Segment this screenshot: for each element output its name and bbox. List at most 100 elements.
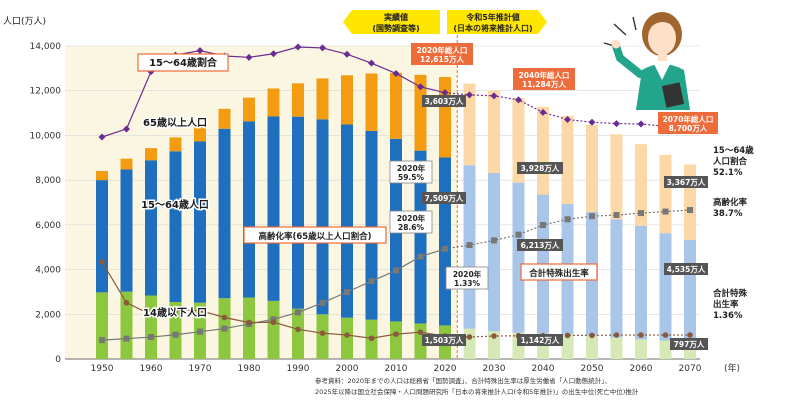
- bar-age65: [120, 158, 133, 170]
- aging-rate-point: [368, 278, 375, 285]
- bar-age65: [145, 148, 157, 161]
- fertility-point: [589, 332, 595, 339]
- ratio-15-64-point: [319, 44, 326, 52]
- bar-age65: [463, 83, 476, 166]
- value-labels: 3,603万人 7,509万人 1,503万人 3,928万人 6,213万人 …: [422, 95, 708, 350]
- bar-age15-64: [659, 233, 672, 341]
- y-tick-label: 10,000: [30, 131, 62, 141]
- bar-age15-64: [96, 180, 108, 293]
- aging-rate-point: [319, 299, 326, 306]
- aging-rate-point: [197, 328, 203, 335]
- x-tick-label: 2020: [434, 364, 457, 374]
- aging-rate-point: [613, 212, 620, 219]
- side-aging-line2: 38.7%: [713, 209, 743, 219]
- fertility-point: [197, 307, 203, 314]
- fertility-2020-line2: 1.33%: [454, 279, 481, 288]
- ratio-15-64-point: [564, 116, 571, 124]
- total-2020-line1: 2020年総人口: [417, 45, 468, 55]
- x-tick-label: 2030: [483, 364, 506, 374]
- ratio-15-64-point: [539, 108, 547, 116]
- source-line2: 2025年以降は国立社会保障・人口問題研究所「日本の将来推計人口(令和5年推計)…: [315, 387, 639, 396]
- bar-age15-64: [243, 121, 255, 298]
- side-aging-line1: 高齢化率: [713, 197, 748, 208]
- ratio-15-64-point: [368, 59, 375, 67]
- bar-age15-64: [488, 172, 500, 332]
- x-tick-label: 1990: [287, 364, 310, 374]
- aging-rate-point: [99, 337, 105, 344]
- bar-age15-64: [194, 141, 206, 303]
- bar-age15-64: [169, 151, 182, 302]
- fertility-2020-callout: 2020年 1.33%: [445, 266, 489, 290]
- ratio-15-64-point: [392, 69, 400, 77]
- ratio-15-64-point: [270, 50, 277, 58]
- value-2070-age0-14: 797万人: [674, 340, 705, 349]
- fertility-point: [687, 332, 693, 338]
- aging-rate-point: [221, 325, 228, 332]
- ratio-15-64-point: [613, 120, 620, 128]
- total-2040-line2: 11,284万人: [522, 80, 566, 89]
- bar-age15-64: [316, 119, 329, 315]
- side-ratio-line3: 52.1%: [713, 168, 743, 178]
- x-tick-label: 1950: [91, 364, 114, 374]
- side-fert-line3: 1.36%: [713, 311, 743, 321]
- ratio-15-64-line-projection: [444, 92, 691, 127]
- bar-age0-14: [316, 314, 329, 359]
- bar-age0-14: [341, 317, 353, 359]
- x-tick-label: 2070: [679, 364, 702, 374]
- bar-age65: [488, 90, 500, 173]
- y-tick-label: 4,000: [35, 266, 61, 276]
- fertility-point: [221, 314, 228, 321]
- bar-age0-14: [586, 335, 598, 359]
- aging-rate-point: [123, 335, 130, 342]
- x-tick-label: 2010: [385, 364, 408, 374]
- x-tick-label: 2060: [630, 364, 653, 374]
- aging-rate-point: [540, 222, 546, 229]
- y-tick-label: 2,000: [35, 310, 61, 320]
- actual-banner-line2: (国勢調査等): [372, 23, 419, 33]
- aging-rate-point: [148, 334, 154, 341]
- bar-age65: [169, 137, 182, 152]
- total-2070-callout: 2070年総人口 8,700万人: [658, 112, 718, 134]
- aging-2020-callout: 2020年 28.6%: [389, 210, 433, 234]
- bar-age15-64: [267, 116, 280, 301]
- bar-age0-14: [169, 301, 182, 359]
- bar-age65: [414, 74, 427, 151]
- bar-age65: [96, 170, 108, 181]
- fertility-point: [662, 332, 669, 338]
- value-2020-age15-64: 7,509万人: [425, 194, 464, 203]
- aging-rate-point: [687, 207, 693, 214]
- value-2020-age0-14: 1,503万人: [425, 336, 464, 345]
- ratio-2020-line2: 59.5%: [398, 173, 425, 182]
- x-tick-label: 2040: [532, 364, 555, 374]
- bar-age65: [659, 154, 672, 234]
- bar-age65: [267, 88, 280, 117]
- bar-age65: [610, 134, 623, 220]
- y-tick-label: 12,000: [30, 87, 62, 97]
- presenter-illustration: [603, 12, 690, 110]
- side-ratio-line1: 15〜64歳: [713, 145, 754, 156]
- ratio-2020-line1: 2020年: [397, 163, 426, 173]
- total-2020-callout: 2020年総人口 12,615万人: [411, 43, 473, 65]
- projection-banner-line1: 令和5年推計値: [465, 12, 520, 22]
- fertility-legend-callout: 合計特殊出生率: [520, 263, 598, 281]
- aging-rate-point: [344, 289, 350, 296]
- line-series: [98, 43, 694, 344]
- bar-age65: [341, 75, 353, 125]
- ratio-2020-callout: 2020年 59.5%: [389, 160, 433, 184]
- bar-age65: [243, 97, 255, 122]
- ratio-15-64-point: [343, 50, 351, 58]
- fertility-line-projection: [444, 334, 690, 338]
- ratio-15-64-point: [245, 53, 253, 61]
- side-ratio-line2: 人口割合: [713, 156, 748, 167]
- y-tick-label: 6,000: [35, 221, 61, 231]
- aging-legend-callout: 高齢化率(65歳以上人口割合): [243, 226, 387, 244]
- source-line1: 参考資料：2020年までの人口は総務省「国勢調査」、合計特殊出生率は厚生労働省「…: [315, 376, 611, 385]
- y-tick-label: 14,000: [30, 42, 62, 52]
- fertility-point: [246, 319, 252, 326]
- ratio-15-64-point: [98, 133, 106, 141]
- label-age15-64: 15〜64歳人口: [141, 198, 209, 211]
- aging-rate-point: [295, 309, 301, 316]
- bar-age0-14: [96, 292, 108, 359]
- bar-age65: [586, 124, 598, 212]
